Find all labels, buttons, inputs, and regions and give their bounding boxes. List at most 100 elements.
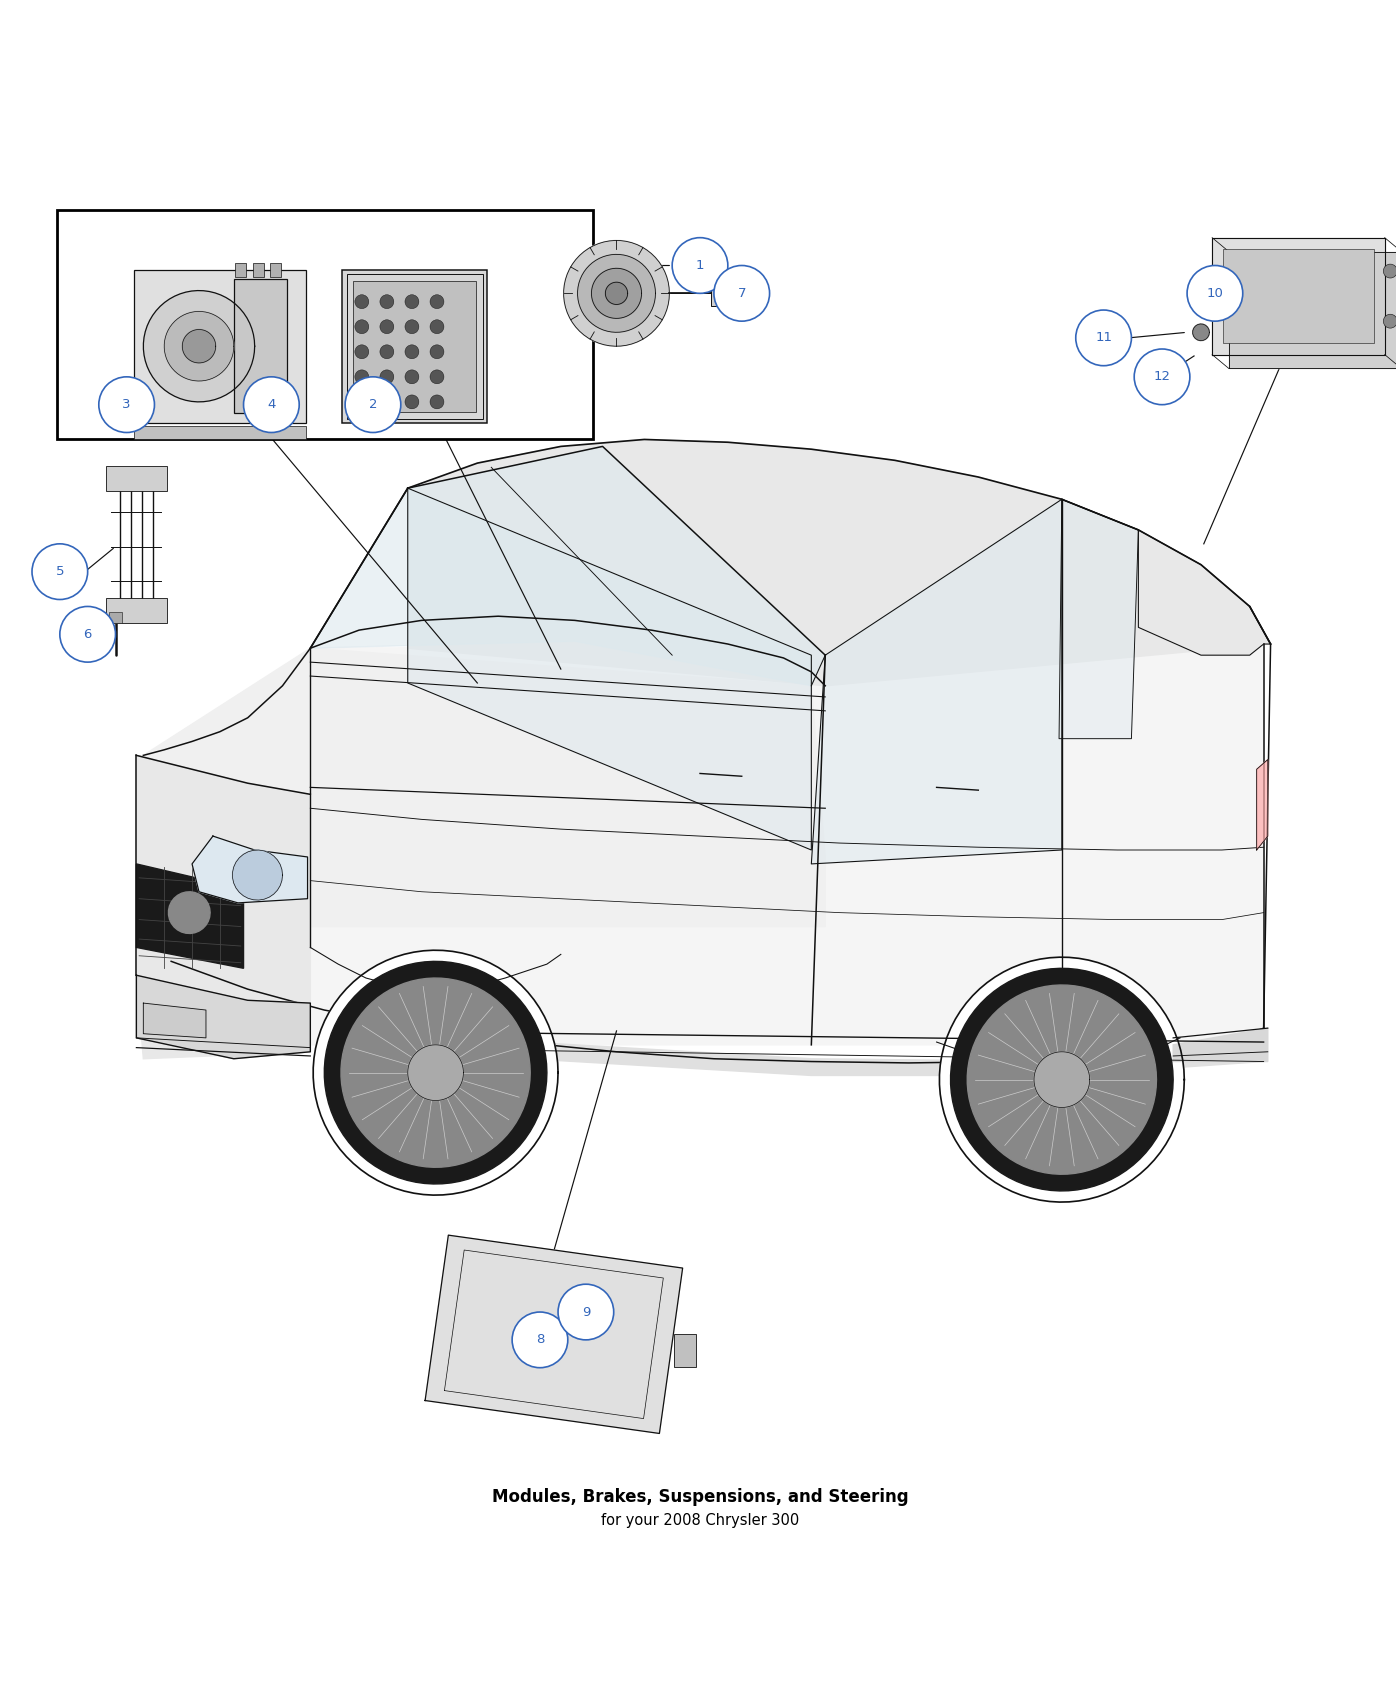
Text: 3: 3 (122, 398, 130, 411)
Text: 2: 2 (368, 398, 377, 411)
Polygon shape (605, 282, 627, 304)
Polygon shape (232, 850, 283, 899)
Text: 10: 10 (1207, 287, 1224, 299)
Circle shape (714, 265, 770, 321)
Circle shape (379, 320, 393, 333)
Text: 12: 12 (1154, 371, 1170, 383)
Circle shape (354, 320, 368, 333)
Circle shape (405, 371, 419, 384)
Polygon shape (192, 836, 308, 903)
Polygon shape (182, 330, 216, 362)
Polygon shape (1173, 1028, 1268, 1061)
Polygon shape (1035, 1052, 1089, 1107)
Polygon shape (951, 969, 1173, 1192)
Bar (711, 280, 746, 306)
Polygon shape (164, 311, 234, 381)
Text: 8: 8 (536, 1333, 545, 1346)
Circle shape (430, 394, 444, 408)
Circle shape (379, 371, 393, 384)
Circle shape (244, 377, 300, 432)
Polygon shape (314, 950, 559, 1195)
Text: 11: 11 (1095, 332, 1112, 345)
Circle shape (430, 294, 444, 309)
Polygon shape (1257, 760, 1268, 850)
Circle shape (354, 345, 368, 359)
Text: 1: 1 (696, 258, 704, 272)
Circle shape (430, 345, 444, 359)
Polygon shape (342, 977, 531, 1168)
Polygon shape (407, 488, 812, 850)
Polygon shape (311, 644, 1264, 1046)
Bar (234, 279, 287, 413)
Circle shape (1383, 264, 1397, 279)
Bar (343, 270, 487, 423)
Polygon shape (939, 957, 1184, 1202)
Bar (57, 209, 592, 440)
Circle shape (32, 544, 88, 600)
Text: 4: 4 (267, 398, 276, 411)
Circle shape (405, 294, 419, 309)
Bar (1224, 248, 1373, 343)
Bar (673, 1334, 696, 1367)
Circle shape (379, 394, 393, 408)
Text: 9: 9 (581, 1306, 589, 1319)
Circle shape (354, 294, 368, 309)
Bar (133, 425, 307, 440)
Circle shape (559, 1284, 613, 1340)
Circle shape (1075, 309, 1131, 366)
Bar (270, 264, 281, 277)
Polygon shape (143, 291, 255, 401)
Text: 7: 7 (738, 287, 746, 299)
Polygon shape (325, 962, 547, 1183)
Bar (133, 270, 307, 423)
Circle shape (430, 371, 444, 384)
Polygon shape (1212, 238, 1385, 355)
Polygon shape (578, 255, 655, 332)
Bar (109, 612, 122, 624)
Polygon shape (812, 500, 1061, 864)
Polygon shape (136, 976, 311, 1059)
Circle shape (379, 294, 393, 309)
Circle shape (99, 377, 154, 432)
Circle shape (379, 345, 393, 359)
Polygon shape (168, 892, 210, 933)
Polygon shape (407, 1046, 463, 1100)
Bar (347, 274, 483, 418)
Circle shape (672, 238, 728, 294)
Text: 6: 6 (84, 627, 92, 641)
Polygon shape (564, 240, 669, 347)
Text: 5: 5 (56, 564, 64, 578)
Polygon shape (967, 984, 1156, 1175)
Circle shape (430, 320, 444, 333)
Circle shape (354, 371, 368, 384)
Bar (253, 264, 265, 277)
Circle shape (1383, 314, 1397, 328)
Circle shape (346, 377, 400, 432)
Bar (106, 598, 167, 624)
Circle shape (60, 607, 115, 661)
Circle shape (1187, 265, 1243, 321)
Polygon shape (311, 447, 825, 685)
Polygon shape (136, 755, 311, 1059)
Polygon shape (426, 1236, 683, 1433)
Polygon shape (1229, 252, 1400, 369)
Bar (235, 264, 246, 277)
Polygon shape (143, 1003, 206, 1039)
Polygon shape (591, 269, 641, 318)
Bar (92, 612, 106, 624)
Polygon shape (407, 440, 1271, 685)
Polygon shape (143, 648, 825, 927)
Circle shape (405, 320, 419, 333)
Bar (353, 280, 476, 411)
Polygon shape (1193, 325, 1210, 340)
Circle shape (405, 345, 419, 359)
Circle shape (512, 1312, 568, 1369)
Polygon shape (1138, 530, 1271, 654)
Circle shape (354, 394, 368, 408)
Polygon shape (339, 1030, 1264, 1076)
Circle shape (405, 394, 419, 408)
Polygon shape (1058, 500, 1138, 740)
Circle shape (1134, 348, 1190, 405)
Text: Modules, Brakes, Suspensions, and Steering: Modules, Brakes, Suspensions, and Steeri… (491, 1488, 909, 1506)
Bar (106, 466, 167, 491)
